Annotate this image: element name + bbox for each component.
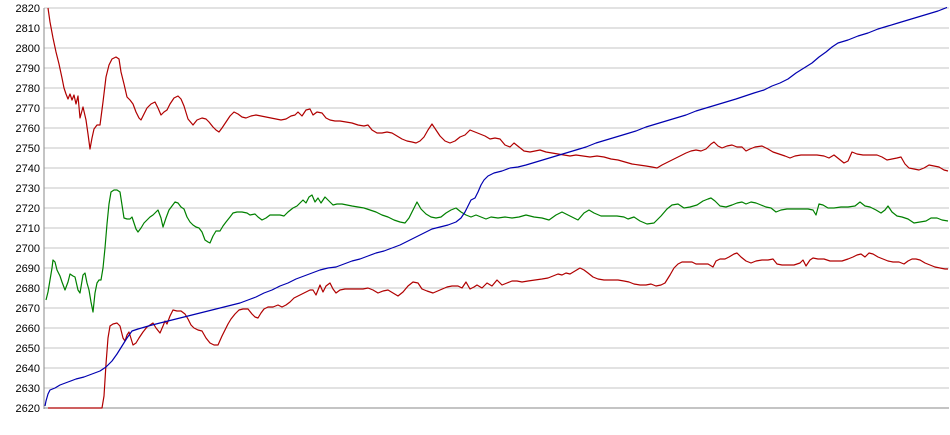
y-tick-label: 2770 — [16, 103, 40, 115]
y-tick-label: 2730 — [16, 183, 40, 195]
y-tick-label: 2810 — [16, 23, 40, 35]
series-blue-trend-line — [44, 6, 948, 407]
series-red-upper-line — [47, 7, 949, 172]
gridlines-group — [44, 7, 949, 409]
series-red-lower-line — [48, 252, 948, 409]
y-tick-label: 2670 — [16, 303, 40, 315]
y-axis-labels-group: 2820 2810 2800 2790 2780 2770 2760 2750 2740 2730… — [16, 3, 40, 415]
y-tick-label: 2720 — [16, 203, 40, 215]
y-tick-label: 2750 — [16, 143, 40, 155]
y-tick-label: 2660 — [16, 323, 40, 335]
y-tick-label: 2760 — [16, 123, 40, 135]
y-tick-label: 2740 — [16, 163, 40, 175]
y-tick-label: 2800 — [16, 43, 40, 55]
y-tick-label: 2780 — [16, 83, 40, 95]
y-tick-label: 2630 — [16, 383, 40, 395]
y-tick-label: 2640 — [16, 363, 40, 375]
y-tick-label: 2620 — [16, 403, 40, 415]
y-tick-label: 2650 — [16, 343, 40, 355]
y-tick-label: 2820 — [16, 3, 40, 15]
y-tick-label: 2690 — [16, 263, 40, 275]
y-tick-label: 2700 — [16, 243, 40, 255]
y-tick-label: 2710 — [16, 223, 40, 235]
y-tick-label: 2680 — [16, 283, 40, 295]
y-tick-label: 2790 — [16, 63, 40, 75]
series-lines-group — [44, 6, 949, 409]
series-green-mid-line — [45, 189, 949, 313]
